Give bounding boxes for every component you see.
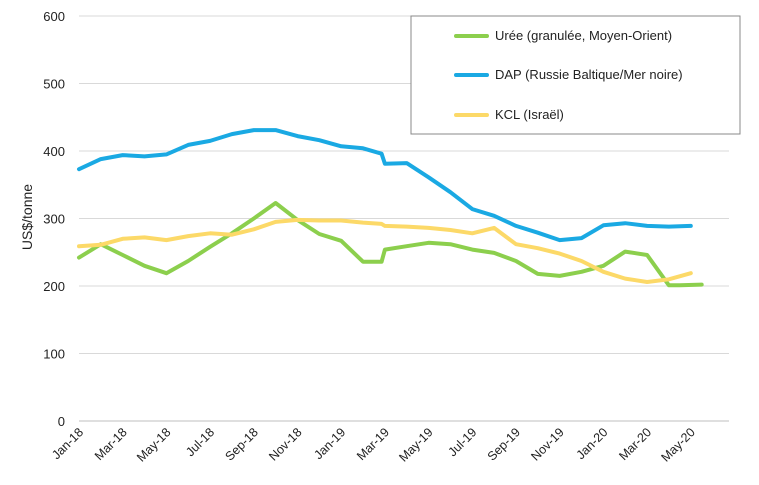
legend-label-uree: Urée (granulée, Moyen-Orient)	[495, 28, 672, 43]
series-lines	[77, 128, 704, 288]
y-tick-label: 600	[43, 9, 65, 24]
legend-item-dap: DAP (Russie Baltique/Mer noire)	[454, 67, 683, 82]
x-axis-ticks: Jan-18 Mar-18 May-18 Jul-18 Sep-18 Nov-18 Jan-…	[49, 425, 698, 464]
y-axis-label: US$/tonne	[19, 184, 35, 250]
y-tick-label: 0	[58, 414, 65, 429]
y-tick-label: 300	[43, 212, 65, 227]
x-tick-label: May-20	[659, 425, 698, 464]
x-tick-label: Nov-19	[528, 425, 566, 463]
x-tick-label: Sep-18	[223, 425, 261, 463]
legend: Urée (granulée, Moyen-Orient) DAP (Russi…	[410, 15, 741, 135]
x-tick-label: Jan-20	[574, 425, 611, 462]
x-tick-label: Jan-18	[49, 425, 86, 462]
x-tick-label: Mar-19	[354, 425, 392, 463]
series-line-kcl	[77, 217, 693, 284]
x-tick-label: Mar-20	[616, 425, 654, 463]
x-tick-label: Jul-18	[183, 425, 217, 459]
legend-label-dap: DAP (Russie Baltique/Mer noire)	[495, 67, 683, 82]
x-tick-label: Mar-18	[92, 425, 130, 463]
series-line-dap	[77, 128, 693, 243]
legend-label-kcl: KCL (Israël)	[495, 107, 564, 122]
series-line-uree	[77, 201, 704, 288]
x-tick-label: Jan-19	[311, 425, 348, 462]
gridlines	[79, 15, 729, 354]
legend-item-uree: Urée (granulée, Moyen-Orient)	[454, 28, 672, 43]
y-tick-label: 200	[43, 279, 65, 294]
x-tick-label: Sep-19	[485, 425, 523, 463]
x-tick-label: May-18	[134, 425, 173, 464]
y-tick-label: 400	[43, 144, 65, 159]
x-tick-label: Jul-19	[445, 425, 479, 459]
y-tick-label: 100	[43, 347, 65, 362]
x-tick-label: Nov-18	[266, 425, 304, 463]
x-tick-label: May-19	[396, 425, 435, 464]
legend-item-kcl: KCL (Israël)	[454, 107, 564, 122]
y-tick-label: 500	[43, 77, 65, 92]
y-axis-ticks: 0 100 200 300 400 500 600	[43, 9, 65, 429]
